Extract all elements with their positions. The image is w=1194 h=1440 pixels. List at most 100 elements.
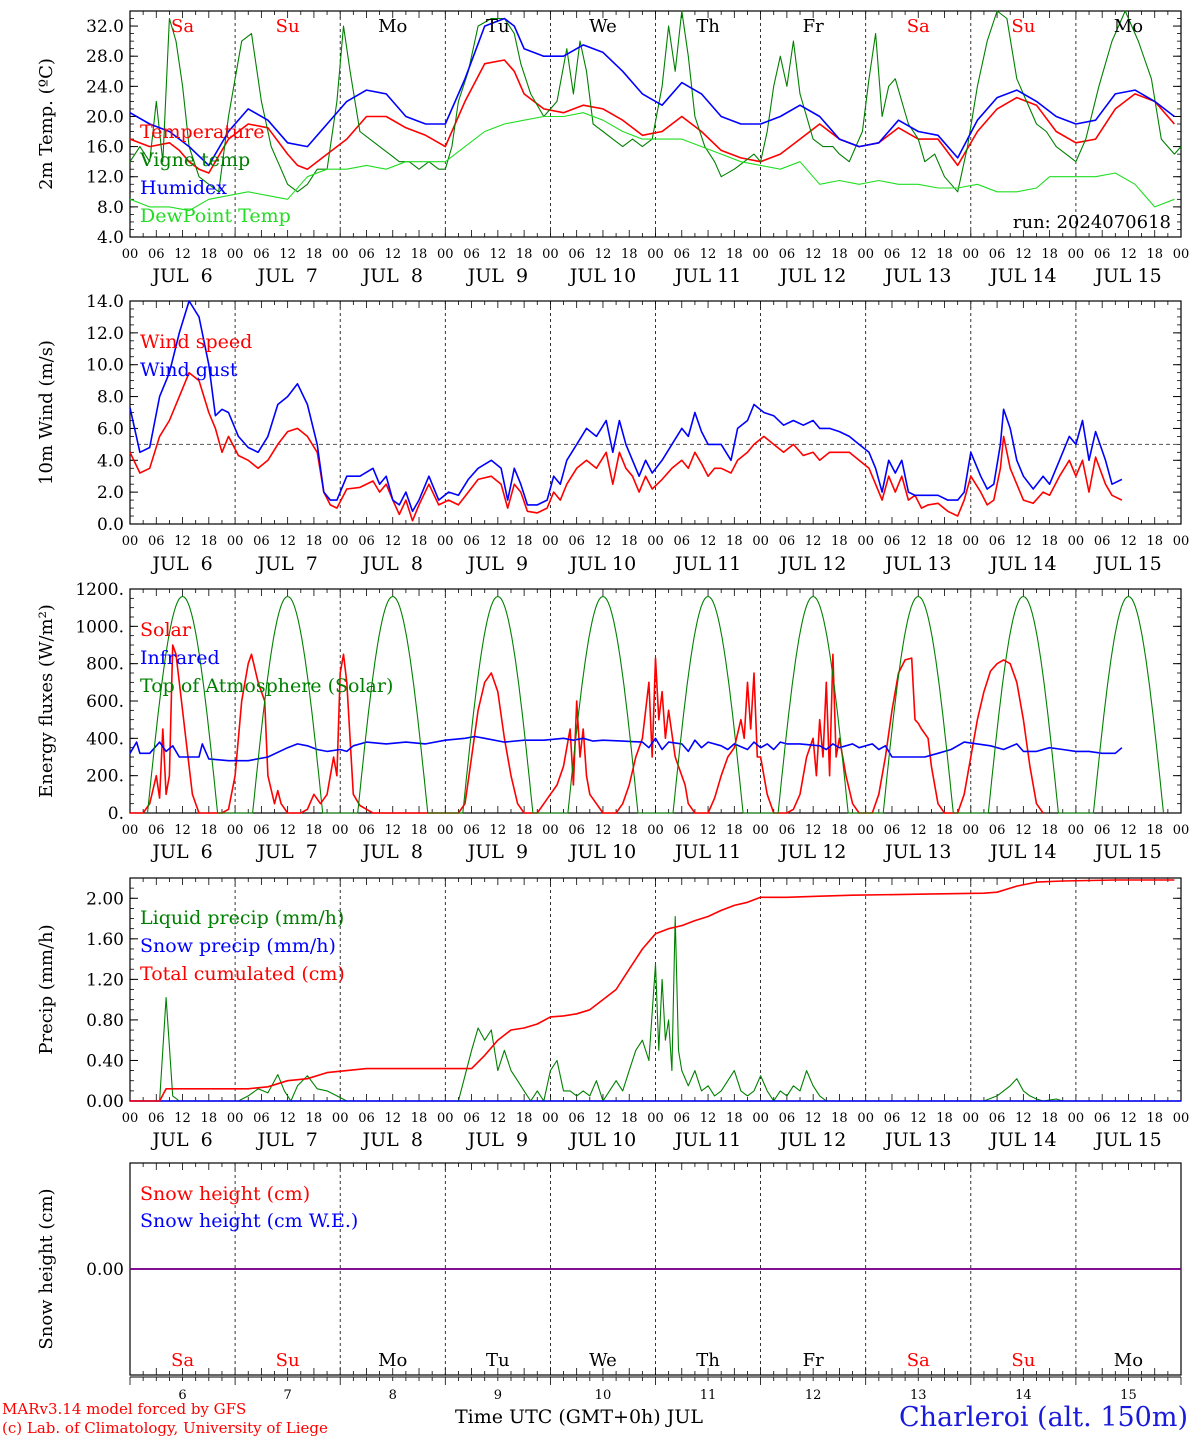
panel-1 (129, 10, 1182, 238)
hour-tick-label: 06 (674, 247, 691, 262)
hour-tick-label: 06 (148, 534, 165, 549)
hour-tick-label: 06 (463, 1111, 480, 1126)
date-label: JUL 8 (361, 841, 423, 863)
day-number-label: 13 (910, 1388, 927, 1403)
hour-tick-label: 12 (279, 247, 296, 262)
hour-tick-label: 18 (831, 1111, 848, 1126)
hour-tick-label: 06 (989, 534, 1006, 549)
hour-tick-label: 00 (647, 823, 664, 838)
weekday-label: Th (696, 16, 720, 37)
series-line-liquid-precip-mm-h- (130, 915, 1063, 1102)
legend-entry: Wind speed (140, 331, 252, 353)
hour-tick-label: 06 (148, 823, 165, 838)
hour-tick-label: 12 (805, 1111, 822, 1126)
legend-entry: Top of Atmosphere (Solar) (140, 675, 393, 697)
legend-entry: Snow height (cm) (140, 1183, 310, 1205)
hour-tick-label: 12 (595, 823, 612, 838)
series-line-wind-speed (129, 371, 1123, 522)
y-tick-label: 200. (86, 767, 124, 787)
hour-tick-label: 18 (1041, 1111, 1058, 1126)
hour-tick-label: 00 (1173, 823, 1190, 838)
date-label: JUL 9 (466, 841, 528, 863)
hour-tick-label: 12 (595, 1111, 612, 1126)
hour-tick-label: 18 (201, 534, 218, 549)
hour-tick-label: 18 (1041, 247, 1058, 262)
hour-tick-label: 18 (1146, 823, 1163, 838)
hour-tick-label: 18 (516, 823, 533, 838)
hour-tick-label: 12 (384, 534, 401, 549)
hour-tick-label: 00 (437, 823, 454, 838)
y-tick-label: 1200. (75, 580, 124, 600)
weekday-label: Sa (907, 16, 930, 37)
hour-tick-label: 00 (963, 1111, 980, 1126)
legend-entry: Solar (140, 619, 192, 641)
hour-tick-label: 12 (1015, 823, 1032, 838)
hour-tick-label: 00 (437, 247, 454, 262)
hour-tick-label: 06 (358, 823, 375, 838)
hour-tick-label: 12 (910, 247, 927, 262)
y-tick-label: 8.0 (97, 198, 124, 218)
hour-tick-label: 06 (1094, 823, 1111, 838)
hour-tick-label: 00 (1173, 247, 1190, 262)
hour-tick-label: 06 (568, 823, 585, 838)
hour-tick-label: 12 (279, 823, 296, 838)
date-label: JUL 14 (988, 841, 1056, 863)
weekday-label: We (589, 1350, 617, 1371)
series-line-vigne-temp (129, 10, 1182, 193)
hour-tick-label: 12 (490, 534, 507, 549)
hour-tick-label: 00 (647, 247, 664, 262)
hour-tick-label: 00 (857, 534, 874, 549)
weekday-label: Tu (486, 1350, 510, 1371)
hour-tick-label: 12 (1015, 534, 1032, 549)
date-label: JUL 10 (568, 265, 636, 287)
y-tick-label: 12.0 (86, 324, 124, 344)
y-tick-label: 0.40 (86, 1051, 124, 1071)
day-number-label: 7 (284, 1388, 292, 1403)
weekday-label: Su (1011, 1350, 1035, 1371)
y-tick-label: 0. (108, 804, 124, 824)
hour-tick-label: 18 (726, 823, 743, 838)
hour-tick-label: 18 (1041, 534, 1058, 549)
y-tick-label: 28.0 (86, 47, 124, 67)
y-tick-label: 10.0 (86, 356, 124, 376)
y-axis-label: 2m Temp. (ºC) (36, 58, 57, 190)
date-label: JUL 8 (361, 553, 423, 575)
hour-tick-label: 18 (201, 823, 218, 838)
weekday-label: Su (276, 16, 300, 37)
y-tick-label: 14.0 (86, 292, 124, 312)
station-name: Charleroi (alt. 150m) (899, 1402, 1188, 1433)
date-label: JUL 13 (883, 265, 951, 287)
hour-tick-label: 12 (910, 534, 927, 549)
hour-tick-label: 06 (779, 247, 796, 262)
panel-4 (129, 877, 1182, 1102)
y-tick-label: 24.0 (86, 77, 124, 97)
hour-tick-label: 06 (253, 247, 270, 262)
y-tick-label: 4.0 (97, 451, 124, 471)
series-line-top-of-atmosphere-solar- (146, 595, 1165, 814)
hour-tick-label: 06 (148, 247, 165, 262)
y-axis-label: 10m Wind (m/s) (36, 340, 57, 485)
y-tick-label: 16.0 (86, 138, 124, 158)
hour-tick-label: 06 (674, 823, 691, 838)
hour-tick-label: 06 (253, 823, 270, 838)
hour-tick-label: 12 (805, 823, 822, 838)
hour-tick-label: 00 (963, 823, 980, 838)
y-tick-label: 32.0 (86, 17, 124, 37)
hour-tick-label: 06 (674, 534, 691, 549)
legend-entry: DewPoint Temp (140, 205, 291, 227)
hour-tick-label: 12 (174, 1111, 191, 1126)
panel-3 (129, 588, 1182, 814)
hour-tick-label: 06 (253, 1111, 270, 1126)
hour-tick-label: 00 (752, 247, 769, 262)
hour-tick-label: 06 (463, 247, 480, 262)
weekday-label: Mo (378, 1350, 407, 1371)
hour-tick-label: 18 (726, 1111, 743, 1126)
legend-entry: Snow precip (mm/h) (140, 935, 336, 957)
weekday-label: Sa (171, 16, 194, 37)
hour-tick-label: 00 (857, 823, 874, 838)
hour-tick-label: 06 (989, 823, 1006, 838)
hour-tick-label: 00 (227, 823, 244, 838)
date-label: JUL 12 (778, 1129, 846, 1151)
hour-tick-label: 06 (884, 534, 901, 549)
